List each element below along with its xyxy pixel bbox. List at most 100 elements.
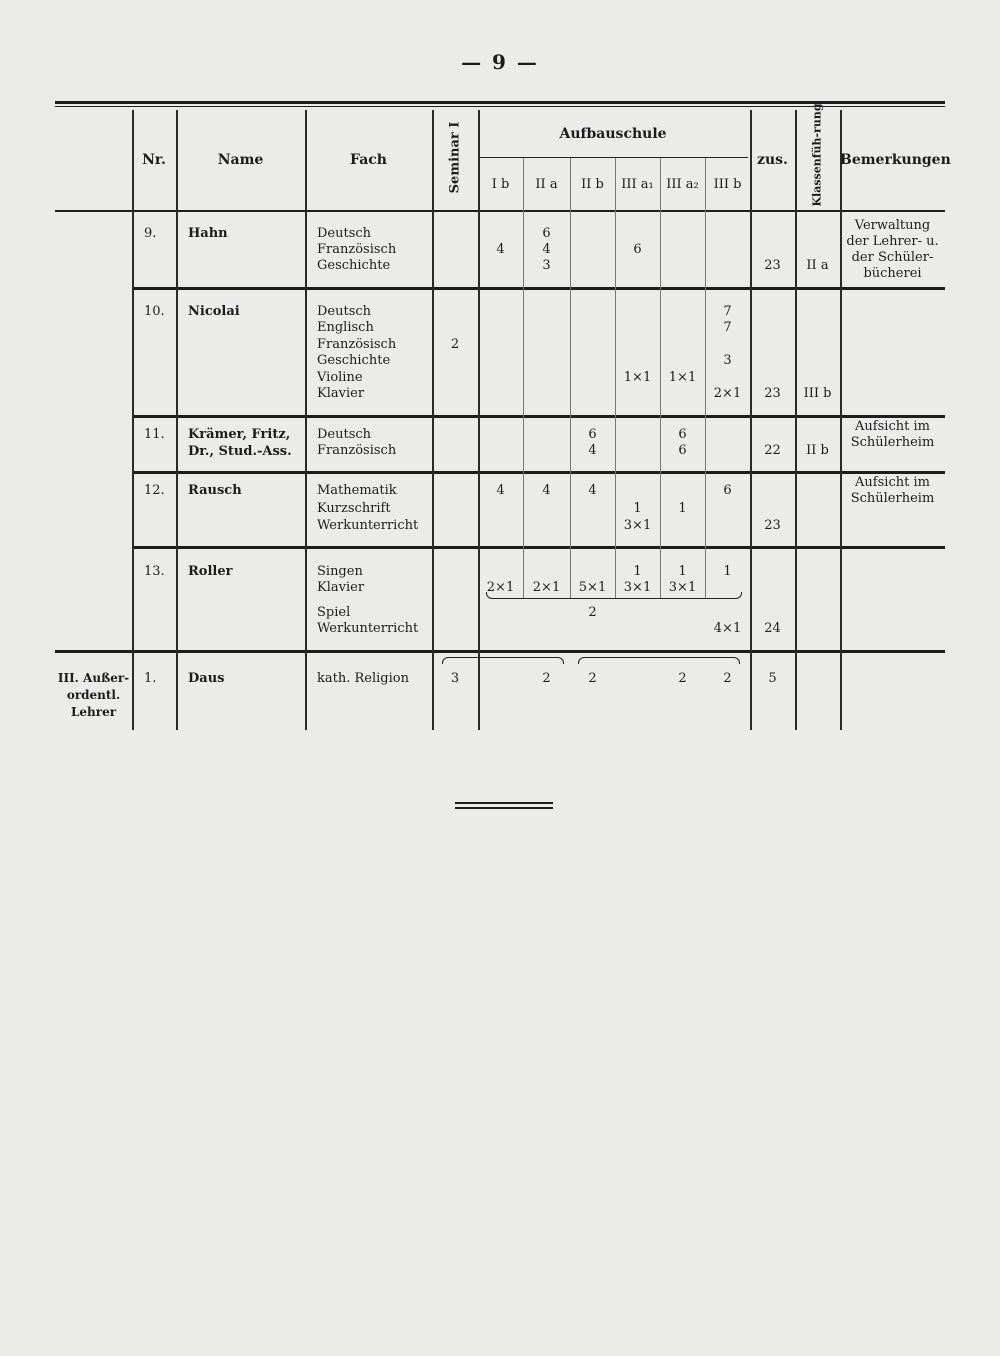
hours-cell-IIIb: 7 bbox=[723, 320, 732, 335]
page-number: — 9 — bbox=[461, 50, 539, 74]
hours-cell-seminar: 3 bbox=[450, 671, 460, 686]
hours-cell-IIb: 5×1 bbox=[578, 580, 607, 595]
top-rule-thick bbox=[55, 101, 945, 104]
hours-cell-Ib: 4 bbox=[496, 242, 505, 257]
hours-cell-IIa: 4 bbox=[542, 242, 551, 257]
class-divider-IIIb bbox=[705, 158, 706, 598]
class-divider-IIb bbox=[570, 158, 571, 598]
hours-cell-zus: 22 bbox=[764, 443, 781, 458]
grouping-brace bbox=[486, 592, 742, 599]
row-nr: 11. bbox=[144, 427, 165, 442]
hours-cell-IIa: 6 bbox=[542, 226, 551, 241]
hours-cell-IIIa1: 1 bbox=[633, 501, 642, 516]
header-bemerkungen: Bemerkungen bbox=[840, 152, 951, 168]
remark: Schülerheim bbox=[850, 435, 935, 450]
hours-cell-IIIa1: 1 bbox=[633, 564, 642, 579]
hours-cell-IIIa2: 2 bbox=[678, 671, 687, 686]
teacher-name: Hahn bbox=[188, 226, 228, 241]
teacher-name: Nicolai bbox=[188, 304, 240, 319]
grouping-brace-right bbox=[578, 657, 740, 664]
remark: bücherei bbox=[863, 266, 922, 281]
header-nr: Nr. bbox=[142, 152, 166, 168]
remark: Aufsicht im bbox=[855, 419, 930, 434]
hours-cell-IIIa1: 3×1 bbox=[623, 518, 652, 533]
row-separator bbox=[55, 650, 945, 653]
subject: Kurzschrift bbox=[317, 501, 391, 516]
hours-cell-IIa: 3 bbox=[542, 258, 551, 273]
subject: Mathematik bbox=[317, 483, 397, 498]
hours-cell-zus: 23 bbox=[764, 386, 781, 401]
hours-cell-IIIb: 2 bbox=[723, 671, 732, 686]
column-divider-zus bbox=[750, 110, 752, 730]
class-divider-IIIa2 bbox=[660, 158, 661, 598]
double-rule-top bbox=[455, 802, 553, 804]
hours-cell-klasse: II a bbox=[806, 258, 829, 273]
aufbauschule-rule bbox=[480, 157, 748, 158]
hours-cell-IIIa1: 3×1 bbox=[623, 580, 652, 595]
column-divider-klasse bbox=[795, 110, 797, 730]
subject: Geschichte bbox=[317, 258, 391, 273]
hours-cell-IIIa2: 1 bbox=[678, 501, 687, 516]
row-nr: 13. bbox=[144, 564, 165, 579]
teacher-name: Rausch bbox=[188, 483, 242, 498]
subject: Werkunterricht bbox=[317, 518, 419, 533]
top-rule-thin bbox=[55, 106, 945, 107]
subject: Französisch bbox=[317, 242, 397, 257]
header-class-IIa: II a bbox=[535, 177, 558, 192]
remark: Schülerheim bbox=[850, 491, 935, 506]
hours-cell-Ib: 2×1 bbox=[486, 580, 515, 595]
hours-cell-IIb: 6 bbox=[588, 427, 597, 442]
row-nr: 12. bbox=[144, 483, 165, 498]
hours-cell-IIIb: 2×1 bbox=[713, 386, 742, 401]
column-divider-bem bbox=[840, 110, 842, 730]
header-class-Ib: I b bbox=[491, 177, 510, 192]
hours-cell-IIIa2: 6 bbox=[678, 427, 687, 442]
subject: Klavier bbox=[317, 580, 365, 595]
hours-cell-zus: 23 bbox=[764, 518, 781, 533]
subject: Englisch bbox=[317, 320, 374, 335]
hours-cell-IIIa1: 6 bbox=[633, 242, 642, 257]
hours-cell-IIIb: 4×1 bbox=[713, 621, 742, 636]
subject: kath. Religion bbox=[317, 671, 409, 686]
hours-cell-IIIa2: 3×1 bbox=[668, 580, 697, 595]
hours-cell-IIIb: 7 bbox=[723, 304, 732, 319]
subject: Deutsch bbox=[317, 226, 372, 241]
class-divider-IIa bbox=[523, 158, 524, 598]
remark: Verwaltung bbox=[854, 218, 931, 233]
remark: der Lehrer- u. bbox=[846, 234, 939, 249]
teacher-name: Roller bbox=[188, 564, 233, 579]
class-divider-IIIa1 bbox=[615, 158, 616, 598]
hours-cell-IIIa1: 1×1 bbox=[623, 370, 652, 385]
header-class-IIIb: III b bbox=[713, 177, 742, 192]
subject: Geschichte bbox=[317, 353, 391, 368]
hours-cell-IIa: 2×1 bbox=[532, 580, 561, 595]
subject: Violine bbox=[317, 370, 363, 385]
header-name: Name bbox=[217, 152, 264, 168]
teacher-name: Krämer, Fritz, bbox=[188, 427, 291, 442]
hours-cell-IIb: 4 bbox=[588, 443, 597, 458]
subject: Französisch bbox=[317, 443, 397, 458]
header-klassenfuehrung: Klassenfüh-rung bbox=[810, 103, 824, 207]
column-divider-nr bbox=[132, 110, 134, 730]
hours-cell-IIIa2: 1 bbox=[678, 564, 687, 579]
row-nr: 10. bbox=[144, 304, 165, 319]
remark: Aufsicht im bbox=[855, 475, 930, 490]
row-nr: 1. bbox=[144, 671, 157, 686]
subject: Klavier bbox=[317, 386, 365, 401]
row-separator bbox=[132, 415, 945, 418]
column-divider-fach bbox=[305, 110, 307, 730]
hours-cell-IIIa2: 6 bbox=[678, 443, 687, 458]
hours-cell-IIIb: 6 bbox=[723, 483, 732, 498]
subject: Spiel bbox=[317, 605, 351, 620]
subject: Deutsch bbox=[317, 304, 372, 319]
header-class-IIb: II b bbox=[581, 177, 604, 192]
hours-cell-IIIa2: 1×1 bbox=[668, 370, 697, 385]
teacher-name: Dr., Stud.-Ass. bbox=[188, 444, 292, 459]
hours-cell-klasse: III b bbox=[803, 386, 832, 401]
subject: Deutsch bbox=[317, 427, 372, 442]
hours-cell-zus: 23 bbox=[764, 258, 781, 273]
column-divider-Ib bbox=[478, 110, 480, 730]
column-divider-seminar bbox=[432, 110, 434, 730]
header-class-IIIa1: III a₁ bbox=[621, 177, 654, 192]
subject: Französisch bbox=[317, 337, 397, 352]
